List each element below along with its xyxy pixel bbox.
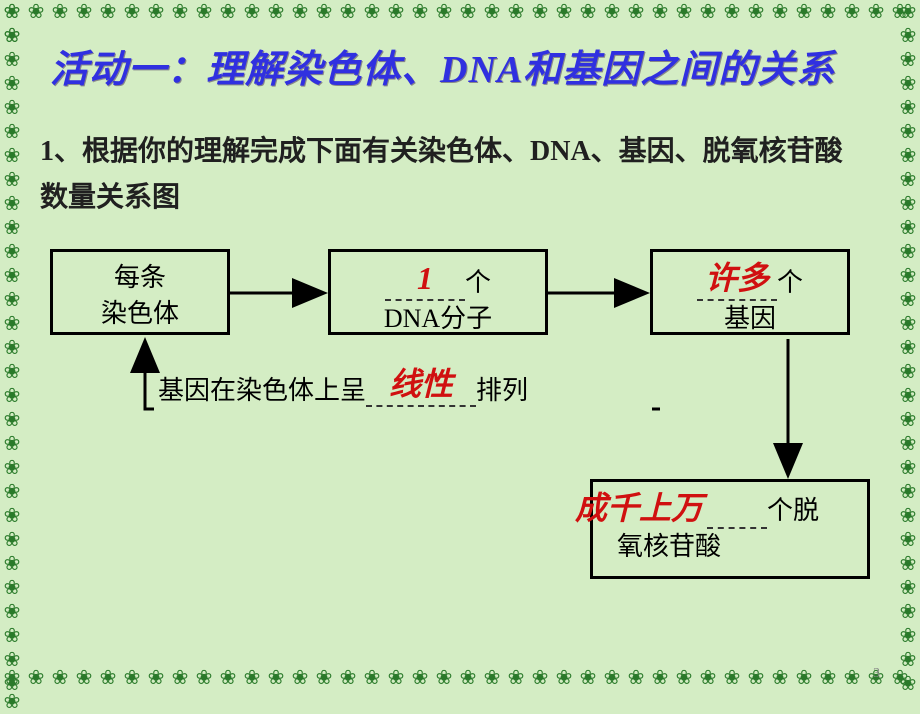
- arrows-svg: [30, 249, 890, 589]
- border-bottom: ❀❀❀❀❀❀❀❀❀❀❀❀❀❀❀❀❀❀❀❀❀❀❀❀❀❀❀❀❀❀❀❀❀❀❀❀❀❀❀: [0, 666, 920, 690]
- feedback-line: [145, 343, 154, 409]
- slide-title: 活动一：理解染色体、DNA和基因之间的关系: [50, 38, 890, 93]
- page-number: 3: [873, 666, 880, 682]
- border-left: ❀❀❀❀❀❀❀❀❀❀❀❀❀❀❀❀❀❀❀❀❀❀❀❀❀❀❀❀❀: [0, 0, 24, 690]
- border-top: ❀❀❀❀❀❀❀❀❀❀❀❀❀❀❀❀❀❀❀❀❀❀❀❀❀❀❀❀❀❀❀❀❀❀❀❀❀❀❀: [0, 0, 920, 24]
- slide-content: 活动一：理解染色体、DNA和基因之间的关系 1、根据你的理解完成下面有关染色体、…: [30, 30, 890, 660]
- question-text: 1、根据你的理解完成下面有关染色体、DNA、基因、脱氧核苷酸数量关系图: [40, 129, 870, 221]
- border-right: ❀❀❀❀❀❀❀❀❀❀❀❀❀❀❀❀❀❀❀❀❀❀❀❀❀❀❀❀❀: [896, 0, 920, 690]
- relationship-diagram: 每条 染色体 1个 DNA分子 许多个 基因 成千上万个脱 氧核苷酸 基因在染色…: [30, 249, 890, 589]
